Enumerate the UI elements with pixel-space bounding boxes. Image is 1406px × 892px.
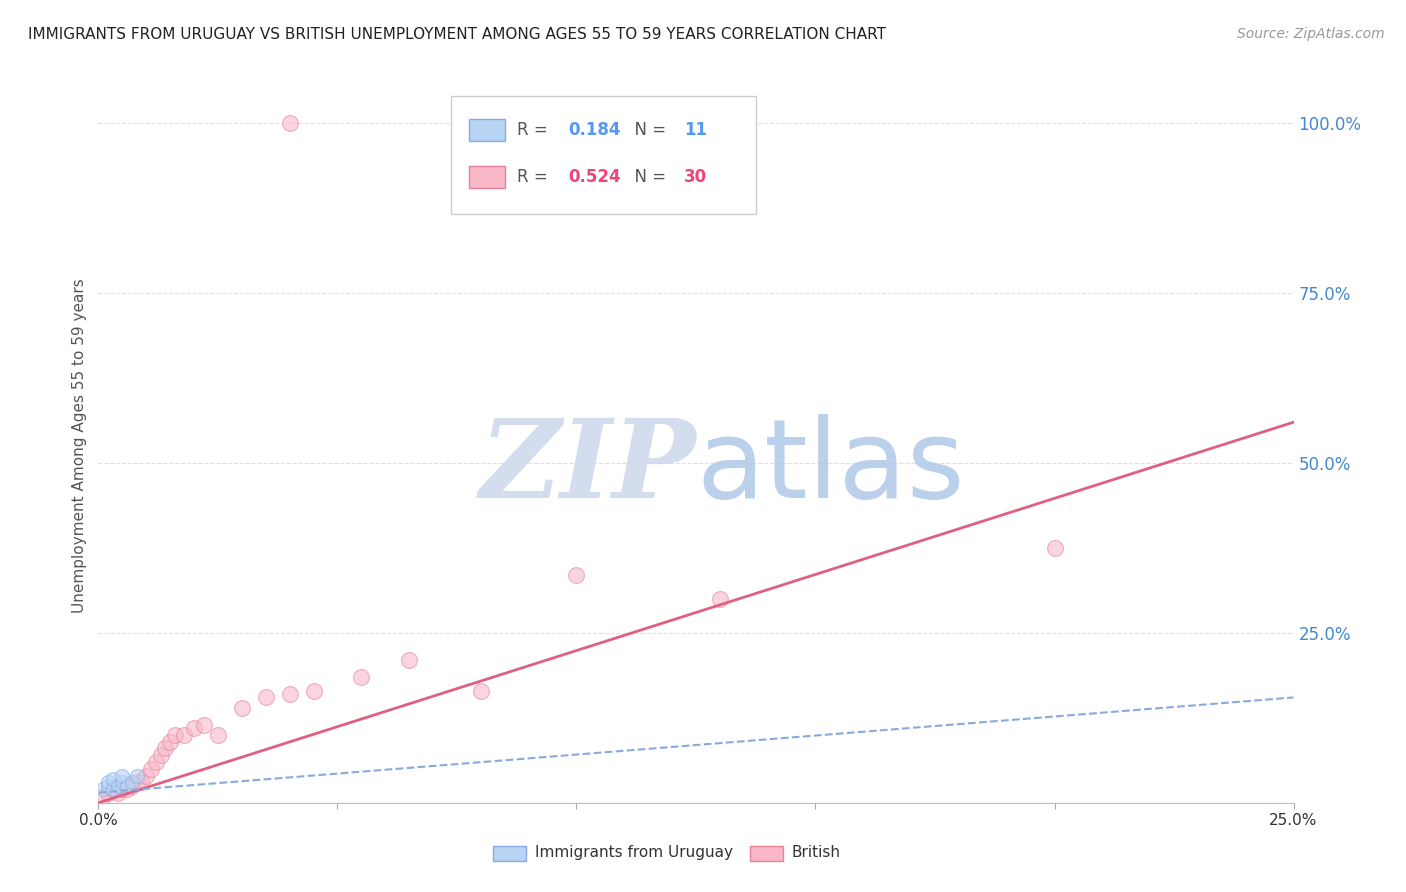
Point [254, 690, 277, 705]
Text: Source: ZipAtlas.com: Source: ZipAtlas.com [1237, 27, 1385, 41]
Point [398, 653, 420, 667]
Text: N =: N = [624, 168, 672, 186]
FancyBboxPatch shape [451, 96, 756, 214]
Point [149, 748, 172, 763]
Point [163, 728, 186, 742]
Point [101, 782, 124, 797]
Text: British: British [792, 846, 841, 860]
Point [709, 591, 731, 606]
Point [107, 786, 129, 800]
Point [125, 775, 148, 789]
Point [173, 728, 195, 742]
FancyBboxPatch shape [470, 120, 505, 141]
Point [1043, 541, 1066, 555]
FancyBboxPatch shape [749, 846, 783, 862]
Point [278, 687, 301, 701]
Point [101, 772, 124, 786]
Point [139, 762, 162, 776]
Point [111, 782, 134, 797]
Point [350, 670, 373, 684]
Text: 0.184: 0.184 [568, 121, 620, 139]
Text: R =: R = [517, 168, 553, 186]
Point [115, 779, 138, 793]
Point [231, 700, 253, 714]
Point [207, 728, 229, 742]
Point [125, 769, 148, 783]
Text: 30: 30 [685, 168, 707, 186]
Point [470, 683, 492, 698]
Point [183, 721, 205, 735]
Point [565, 568, 588, 582]
Point [97, 775, 120, 789]
Point [131, 775, 153, 789]
Point [111, 775, 134, 789]
Point [97, 779, 120, 793]
Text: atlas: atlas [696, 414, 965, 521]
Point [111, 769, 134, 783]
Point [145, 755, 167, 769]
FancyBboxPatch shape [494, 846, 526, 862]
Point [278, 116, 301, 130]
Point [302, 683, 325, 698]
Point [155, 741, 177, 756]
Text: IMMIGRANTS FROM URUGUAY VS BRITISH UNEMPLOYMENT AMONG AGES 55 TO 59 YEARS CORREL: IMMIGRANTS FROM URUGUAY VS BRITISH UNEMP… [28, 27, 886, 42]
Point [159, 734, 181, 748]
Point [91, 789, 114, 803]
Point [107, 779, 129, 793]
Point [135, 769, 157, 783]
Point [101, 782, 124, 797]
Text: N =: N = [624, 121, 672, 139]
Point [91, 782, 114, 797]
Point [121, 779, 143, 793]
Text: 0.524: 0.524 [568, 168, 620, 186]
Point [193, 717, 215, 731]
Text: Immigrants from Uruguay: Immigrants from Uruguay [534, 846, 733, 860]
Point [97, 786, 120, 800]
FancyBboxPatch shape [470, 166, 505, 187]
Point [115, 782, 138, 797]
Point [121, 775, 143, 789]
Text: R =: R = [517, 121, 553, 139]
Text: 11: 11 [685, 121, 707, 139]
Text: ZIP: ZIP [479, 414, 696, 521]
Y-axis label: Unemployment Among Ages 55 to 59 years: Unemployment Among Ages 55 to 59 years [72, 278, 87, 614]
